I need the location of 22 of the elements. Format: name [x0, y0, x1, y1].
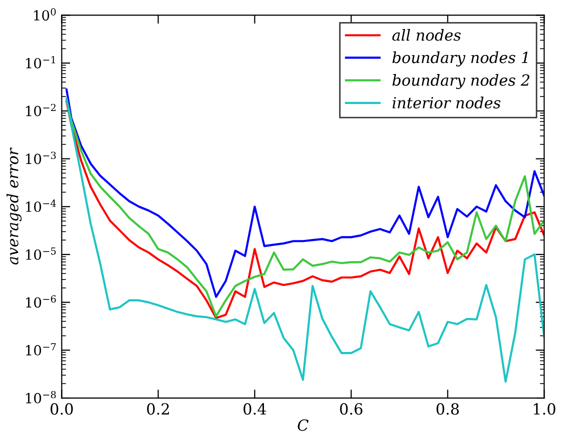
legend-label: interior nodes — [392, 96, 500, 109]
x-tick-label: 1.0 — [534, 403, 556, 415]
y-tick-label: 10$^{−2}$ — [26, 104, 56, 116]
x-axis-title: C — [298, 419, 308, 431]
y-tick-label: 10$^{−3}$ — [26, 152, 56, 164]
line-series — [65, 98, 544, 383]
x-tick-label: 0.6 — [340, 403, 362, 415]
legend-label: boundary nodes 2 — [392, 74, 530, 90]
x-tick-label: 0.2 — [147, 403, 169, 415]
y-tick-label: 10$^{0}$ — [34, 8, 56, 21]
y-tick-label: 10$^{−1}$ — [26, 56, 56, 68]
legend-label: boundary nodes 1 — [392, 51, 528, 66]
y-tick-label: 10$^{−8}$ — [26, 390, 56, 404]
y-tick-label: 10$^{−5}$ — [26, 248, 56, 260]
x-tick-label: 0.8 — [436, 403, 459, 415]
y-axis-title: averaged error — [6, 147, 22, 265]
x-tick-label: 0.0 — [50, 403, 73, 415]
x-tick-label: 0.4 — [244, 403, 266, 415]
legend-label: all nodes — [392, 28, 461, 41]
y-tick-label: 10$^{−4}$ — [26, 200, 56, 212]
y-tick-label: 10$^{−6}$ — [26, 295, 56, 308]
y-tick-label: 10$^{−7}$ — [26, 343, 56, 356]
